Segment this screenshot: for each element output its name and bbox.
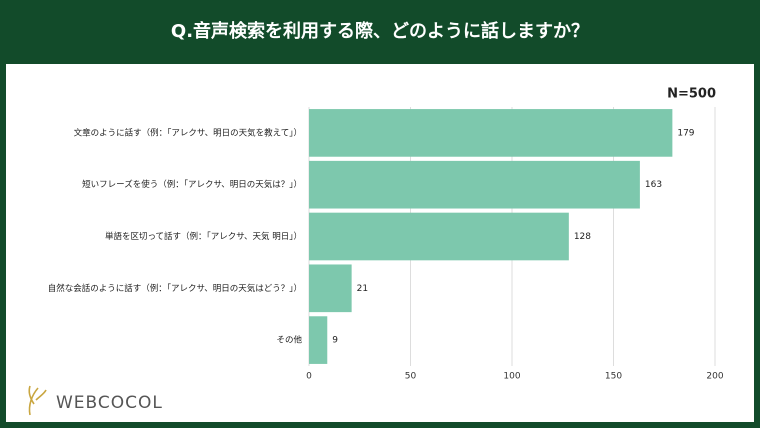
value-label: 163 xyxy=(645,180,662,190)
y-tick-label: その他 xyxy=(276,335,302,346)
logo-leaf xyxy=(35,389,47,401)
x-tick-label: 100 xyxy=(503,372,520,382)
x-tick-label: 50 xyxy=(405,372,417,382)
value-label: 9 xyxy=(332,336,338,346)
bar xyxy=(309,264,352,313)
y-tick-label: 自然な会話のように話す（例：「アレクサ、明日の天気はどう？」） xyxy=(48,283,302,294)
logo-leaf xyxy=(28,385,35,405)
value-label: 128 xyxy=(574,232,591,242)
y-tick-label: 短いフレーズを使う（例：「アレクサ、明日の天気は？」） xyxy=(82,179,302,190)
bar xyxy=(309,212,569,261)
logo-text: WEBCOCOL xyxy=(56,393,163,413)
y-tick-label: 文章のように話す（例：「アレクサ、明日の天気を教えて」） xyxy=(74,127,302,138)
annotation: N=500 xyxy=(667,87,716,102)
value-label: 21 xyxy=(357,284,368,294)
x-tick-label: 150 xyxy=(605,372,622,382)
chart-title: Q.音声検索を利用する際、どのように話しますか？ xyxy=(171,20,589,42)
x-tick-label: 200 xyxy=(706,372,723,382)
x-tick-label: 0 xyxy=(306,372,312,382)
logo-icon xyxy=(28,385,47,416)
value-label: 179 xyxy=(677,128,694,138)
bar xyxy=(309,160,640,209)
y-tick-label: 単語を区切って話す（例：「アレクサ、天気 明日」） xyxy=(105,231,302,242)
bar xyxy=(309,109,673,157)
bar xyxy=(309,316,328,364)
